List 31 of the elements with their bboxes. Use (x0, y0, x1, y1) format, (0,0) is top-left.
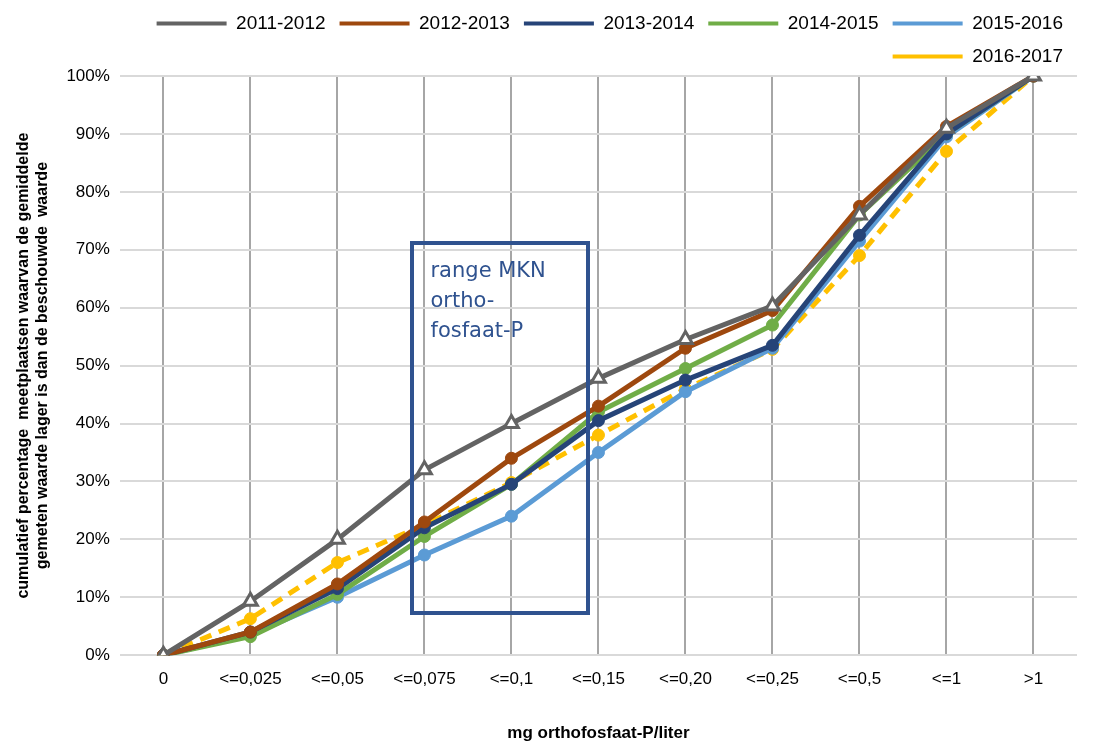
x-tick-label: <=0,075 (393, 669, 456, 689)
x-tick-label: >1 (1023, 669, 1044, 689)
y-axis-title: cumulatief percentage meetplaatsen waarvan de gemiddelde gemeten waarde lager is dan de beschouwde waarde (14, 132, 51, 599)
x-tick-label: <=0,05 (310, 669, 364, 689)
legend-label: 2016-2017 (972, 44, 1064, 66)
y-tick-label: 30% (75, 471, 110, 491)
legend-label: 2012-2013 (419, 11, 510, 33)
legend-label: 2015-2016 (972, 11, 1064, 33)
x-tick-label: 0 (158, 669, 169, 689)
frame-outline: range MKN ortho-fosfaat-P (410, 241, 590, 615)
y-tick-label: 40% (75, 413, 110, 433)
y-tick-label: 80% (75, 181, 110, 201)
x-tick-label: <=0,1 (489, 669, 534, 689)
legend-label: 2011-2012 (236, 11, 326, 33)
y-tick-label: 10% (75, 586, 110, 606)
y-tick-label: 100% (66, 65, 110, 85)
y-tick-label: 90% (75, 123, 110, 143)
x-tick-label: <=0,25 (745, 669, 799, 689)
legend-label: 2014-2015 (787, 11, 879, 33)
x-tick-label: <=0,20 (658, 669, 712, 689)
x-tick-label: <=1 (931, 669, 962, 689)
y-tick-label: 50% (75, 355, 110, 375)
y-tick-label: 60% (75, 297, 110, 317)
y-tick-label: 20% (75, 529, 110, 549)
x-tick-label: <=0,15 (571, 669, 625, 689)
x-tick-label: <=0,5 (837, 669, 882, 689)
x-tick-label: <=0,025 (219, 669, 282, 689)
legend-label: 2013-2014 (603, 11, 695, 33)
x-axis-title: mg orthofosfaat-P/liter (507, 723, 690, 743)
y-tick-label: 70% (75, 239, 110, 259)
y-tick-label: 0% (85, 644, 110, 664)
